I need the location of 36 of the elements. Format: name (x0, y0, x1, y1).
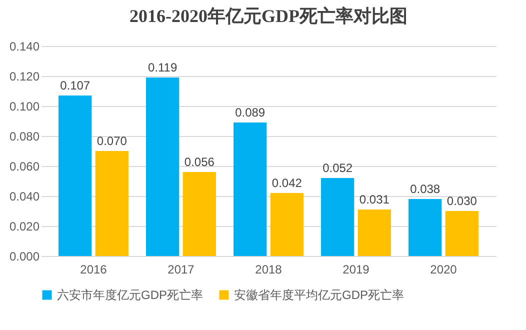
bar (58, 96, 92, 256)
chart-title: 2016-2020年亿元GDP死亡率对比图 (130, 6, 408, 26)
y-tick-label: 0.020 (9, 220, 40, 234)
bar (182, 172, 216, 256)
bar (408, 199, 442, 256)
data-label: 0.038 (410, 182, 440, 196)
bar (321, 178, 354, 256)
data-label: 0.030 (446, 194, 478, 208)
x-tick-label: 2016 (80, 262, 108, 276)
y-tick-label: 0.080 (9, 130, 40, 144)
legend-label: 六安市年度亿元GDP死亡率 (57, 288, 204, 302)
bar (270, 193, 304, 256)
y-tick-label: 0.040 (9, 190, 40, 204)
bar (146, 78, 180, 256)
x-tick-label: 2020 (430, 262, 458, 276)
bar (95, 151, 128, 256)
x-tick-label: 2019 (342, 262, 370, 276)
data-label: 0.052 (322, 161, 353, 175)
bar (358, 210, 391, 256)
data-label: 0.107 (60, 78, 90, 92)
y-tick-label: 0.000 (9, 250, 40, 264)
y-tick-label: 0.140 (9, 40, 40, 54)
x-tick-label: 2017 (168, 262, 195, 276)
y-tick-label: 0.060 (9, 160, 40, 174)
bar (445, 211, 478, 256)
data-label: 0.070 (96, 134, 128, 148)
data-label: 0.119 (148, 60, 178, 74)
y-tick-label: 0.100 (9, 100, 40, 114)
data-label: 0.056 (184, 155, 215, 169)
data-label: 0.089 (235, 106, 266, 120)
legend-label: 安徽省年度平均亿元GDP死亡率 (234, 288, 404, 302)
data-label: 0.031 (359, 192, 390, 206)
data-label: 0.042 (272, 176, 302, 190)
x-tick-label: 2018 (255, 262, 282, 276)
y-tick-label: 0.120 (9, 70, 40, 84)
bar (234, 122, 267, 256)
